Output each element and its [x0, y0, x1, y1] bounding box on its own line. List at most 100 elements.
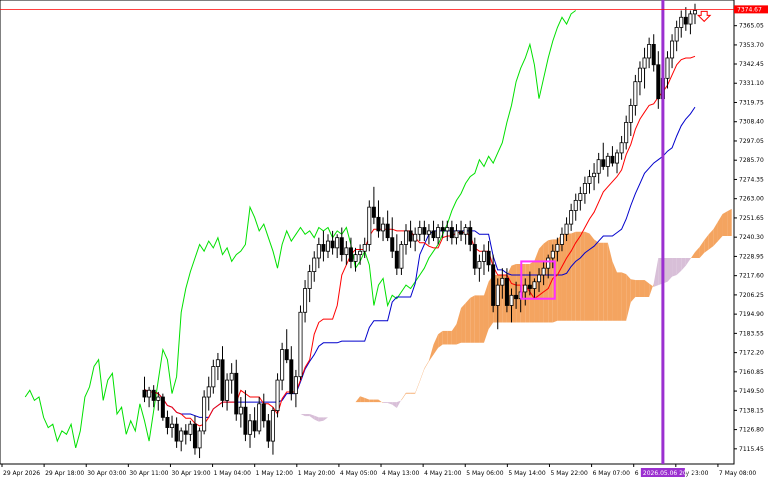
kumo-segment — [630, 279, 636, 303]
kumo-segment — [690, 252, 696, 259]
kumo-segment — [644, 280, 650, 298]
bear-candle — [449, 227, 454, 239]
kumo-segment — [635, 280, 640, 298]
highlight-box — [520, 260, 556, 300]
bull-candle — [293, 376, 298, 395]
x-tick-label: 6 May 07:00 — [593, 470, 631, 477]
bull-candle — [417, 227, 422, 235]
bull-candle — [270, 410, 275, 442]
bull-candle — [298, 311, 303, 378]
bear-candle — [422, 227, 427, 235]
bull-candle — [637, 67, 642, 83]
bull-candle — [509, 294, 514, 306]
time-axis: 29 Apr 2026 29 Apr 18:00 30 Apr 03:00 30 Ap… — [1, 464, 756, 477]
current-price-label: 7374.67 — [737, 6, 762, 13]
y-tick-label: 7115.45 — [739, 446, 764, 453]
bull-candle — [426, 230, 431, 235]
chikou-span-line — [24, 10, 576, 449]
bear-candle — [440, 227, 445, 232]
bull-candle — [693, 10, 698, 15]
kumo-segment — [461, 302, 466, 343]
price-axis: 7365.05 7353.70 7342.45 7331.10 7319.75 7308.… — [734, 5, 768, 453]
y-tick-label: 7172.20 — [739, 350, 764, 357]
kumo-segment — [442, 330, 448, 345]
bull-candle — [211, 366, 216, 388]
kumo-segment — [383, 402, 388, 403]
kumo-segment — [424, 360, 429, 370]
bull-candle — [647, 44, 652, 59]
kumo-segment — [603, 242, 608, 321]
kumo-segment — [323, 417, 329, 421]
y-tick-label: 7160.85 — [739, 369, 764, 376]
bull-candle — [559, 233, 564, 245]
kumo-segment — [612, 261, 618, 321]
x-tick-label: 30 Apr 03:00 — [87, 470, 126, 477]
y-tick-label: 7353.70 — [739, 42, 764, 49]
y-tick-label: 7342.45 — [739, 61, 764, 68]
x-tick-label: 1 May 12:00 — [256, 470, 294, 477]
bear-candle — [321, 244, 326, 252]
plot-frame — [0, 0, 735, 465]
kumo-segment — [571, 231, 576, 321]
bear-candle — [610, 155, 615, 164]
y-tick-label: 7138.15 — [739, 407, 764, 414]
bull-candle — [275, 379, 280, 411]
kumo-segment — [653, 258, 659, 287]
bull-candle — [156, 396, 161, 401]
y-tick-label: 7194.90 — [739, 311, 764, 318]
bear-candle — [174, 423, 179, 442]
kumo-segment — [309, 413, 315, 420]
bull-candle — [642, 57, 647, 69]
bull-candle — [477, 261, 482, 269]
bull-candle — [399, 244, 404, 269]
y-tick-label: 7297.05 — [739, 138, 764, 145]
vertical-marker-tag — [640, 468, 685, 477]
bull-candle — [413, 233, 418, 242]
bull-candle — [670, 40, 675, 59]
bull-candle — [463, 227, 468, 235]
kumo-segment — [584, 231, 590, 321]
kumo-segment — [580, 231, 585, 321]
kumo-segment — [355, 396, 361, 403]
bear-candle — [348, 247, 353, 262]
bull-candle — [546, 257, 551, 269]
bull-candle — [202, 396, 207, 432]
bear-candle — [472, 244, 477, 269]
bull-candle — [225, 379, 230, 401]
bear-candle — [486, 250, 491, 266]
bear-candle — [385, 223, 390, 239]
bull-candle — [170, 423, 175, 428]
kumo-segment — [447, 330, 452, 345]
bear-candle — [408, 230, 413, 242]
bull-candle — [633, 81, 638, 106]
bull-candle — [615, 152, 620, 164]
bull-candle — [257, 403, 262, 432]
kumo-segment — [419, 368, 425, 382]
kumo-segment — [708, 229, 714, 250]
bear-candle — [527, 284, 532, 289]
kumo-segment — [401, 392, 406, 401]
kumo-segment — [410, 392, 416, 394]
bull-candle — [147, 389, 152, 398]
kumo-segment — [360, 396, 365, 403]
bull-candle — [532, 281, 537, 289]
bull-candle — [316, 244, 321, 259]
bull-candle — [358, 250, 363, 256]
bull-candle — [628, 105, 633, 123]
kumo-segment — [722, 211, 728, 236]
y-tick-label: 7251.65 — [739, 215, 764, 222]
kumo-segment — [717, 213, 723, 242]
kumo-segment — [534, 248, 540, 323]
bull-candle — [674, 27, 679, 42]
kumo-segment — [263, 389, 269, 392]
x-tick-label: 5 May 14:00 — [508, 470, 546, 477]
kumo-segment — [470, 295, 475, 343]
kumo-segment — [396, 399, 402, 409]
y-tick-label: 7263.00 — [739, 196, 764, 203]
y-tick-label: 7206.25 — [739, 292, 764, 299]
x-tick-label: 5 May 22:00 — [550, 470, 588, 477]
bull-candle — [550, 250, 555, 259]
bull-candle — [587, 176, 592, 184]
bull-candle — [179, 430, 184, 442]
x-tick-label: 30 Apr 11:00 — [129, 470, 168, 477]
